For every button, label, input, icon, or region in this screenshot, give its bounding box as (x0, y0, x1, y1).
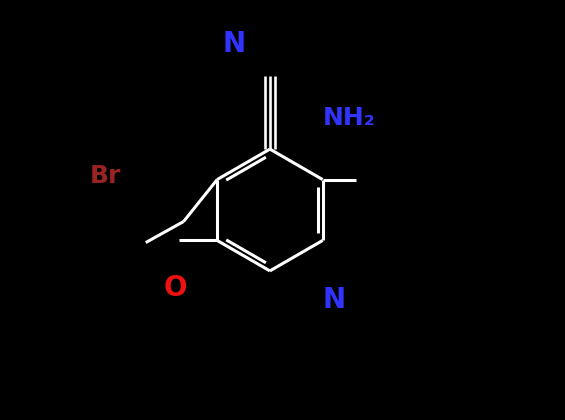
Text: N: N (223, 30, 246, 58)
Text: N: N (323, 286, 346, 314)
Text: Br: Br (89, 164, 121, 189)
Text: NH₂: NH₂ (323, 105, 375, 130)
Text: O: O (164, 274, 187, 302)
